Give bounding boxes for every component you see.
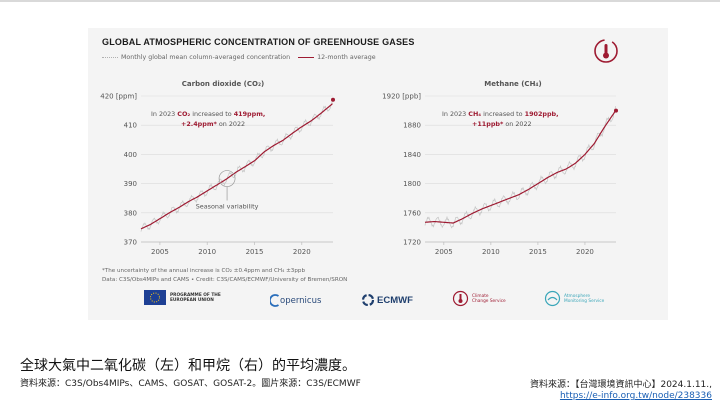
legend-annual-label: 12-month average (317, 54, 376, 61)
ecmwf-wordmark: ECMWF (377, 294, 413, 306)
thermometer-icon (452, 290, 469, 307)
co2-y-tick-label: 420 [ppm] (100, 93, 137, 101)
ch4-x-tick-label: 2015 (529, 248, 547, 256)
thermometer-logo-icon (594, 39, 618, 63)
ch4-x-tick-label: 2020 (576, 248, 594, 256)
ch4-latest-point (614, 108, 618, 113)
atmosphere-service-line1: Atmosphere (564, 293, 591, 299)
atmosphere-service-line2: Monitoring Service (564, 298, 605, 304)
ecmwf-swirl-icon (361, 294, 375, 306)
co2-x-tick-label: 2010 (198, 248, 216, 256)
co2-y-tick-label: 390 (124, 180, 137, 188)
ch4-annual-line (424, 110, 616, 224)
co2-annotation-line2: +2.4ppm* on 2022 (181, 120, 245, 128)
legend-monthly-swatch (102, 57, 118, 58)
ch4-y-tick-label: 1760 (403, 209, 421, 217)
atmosphere-icon (544, 290, 561, 307)
co2-chart: 370 380 390 400 410 420 [ppm] 2005 2010 2015 2020… (100, 93, 335, 256)
legend-annual-swatch (298, 57, 315, 58)
eu-logo: PROGRAMME OF THE EUROPEAN UNION (144, 290, 221, 305)
co2-y-tick-label: 410 (124, 122, 137, 130)
co2-x-tick-label: 2020 (293, 248, 311, 256)
data-credit: Data: C3S/Obs4MIPs and CAMS • Credit: C3… (102, 277, 348, 283)
ch4-chart: 1720 1760 1800 1840 1880 1920 [ppb] 2005 2010 20… (382, 93, 618, 256)
ch4-annotation-line1: In 2023 CH₄ increased to 1902ppb, (442, 110, 559, 118)
ch4-y-tick-label: 1920 [ppb] (382, 93, 421, 101)
ch4-y-tick-label: 1720 (403, 239, 421, 247)
co2-chart-title: Carbon dioxide (CO₂) (181, 80, 265, 88)
article-link[interactable]: https://e-info.org.tw/node/238336 (559, 391, 712, 401)
eu-flag-icon (144, 290, 166, 305)
co2-latest-point (331, 97, 335, 102)
uncertainty-footnote: *The uncertainty of the annual increase … (102, 268, 306, 274)
co2-y-tick-label: 380 (124, 209, 137, 217)
article-source: 資料來源：【台灣環境資訊中心】2024.1.11., (529, 380, 712, 390)
ch4-y-tick-label: 1840 (403, 151, 421, 159)
co2-y-tick-label: 370 (124, 239, 137, 247)
ecmwf-logo: ECMWF (361, 294, 413, 306)
climate-service-line2: Change Service (472, 298, 506, 304)
co2-seasonal-callout-label: Seasonal variability (196, 203, 259, 211)
co2-y-tick-label: 400 (124, 151, 137, 159)
co2-annotation-line1: In 2023 CO₂ increased to 419ppm, (151, 110, 265, 118)
eu-logo-line1: PROGRAMME OF THE (170, 292, 221, 298)
copernicus-c-icon (270, 294, 280, 307)
co2-annual-line (140, 103, 333, 230)
ch4-annotation-line2: +11ppb* on 2022 (472, 120, 532, 128)
legend-monthly-label: Monthly global mean column-averaged conc… (121, 54, 291, 61)
ch4-y-tick-label: 1880 (403, 122, 421, 130)
copernicus-logo: opernicus (270, 294, 321, 307)
caption-title: 全球大氣中二氧化碳（左）和甲烷（右）的平均濃度。 (20, 358, 356, 374)
ch4-x-tick-label: 2010 (482, 248, 500, 256)
figure-title: GLOBAL ATMOSPHERIC CONCENTRATION OF GREE… (102, 37, 415, 47)
ch4-chart-title: Methane (CH₄) (484, 80, 542, 88)
co2-x-tick-label: 2015 (246, 248, 264, 256)
atmosphere-service-logo: Atmosphere Monitoring Service (544, 290, 604, 307)
ch4-y-tick-label: 1800 (403, 180, 421, 188)
caption-sources: 資料來源：C3S/Obs4MIPs、CAMS、GOSAT、GOSAT-2。圖片來… (20, 379, 361, 389)
figure-legend: Monthly global mean column-averaged conc… (102, 54, 376, 61)
climate-service-logo: Climate Change Service (452, 290, 506, 307)
co2-x-tick-label: 2005 (151, 248, 169, 256)
figure-card: GLOBAL ATMOSPHERIC CONCENTRATION OF GREE… (88, 28, 668, 320)
climate-service-line1: Climate (472, 293, 489, 299)
partner-logos: PROGRAMME OF THE EUROPEAN UNION opernicu… (88, 290, 668, 316)
copernicus-wordmark: opernicus (280, 295, 322, 306)
eu-logo-line2: EUROPEAN UNION (170, 297, 214, 303)
top-divider (0, 0, 720, 2)
ch4-x-tick-label: 2005 (435, 248, 453, 256)
